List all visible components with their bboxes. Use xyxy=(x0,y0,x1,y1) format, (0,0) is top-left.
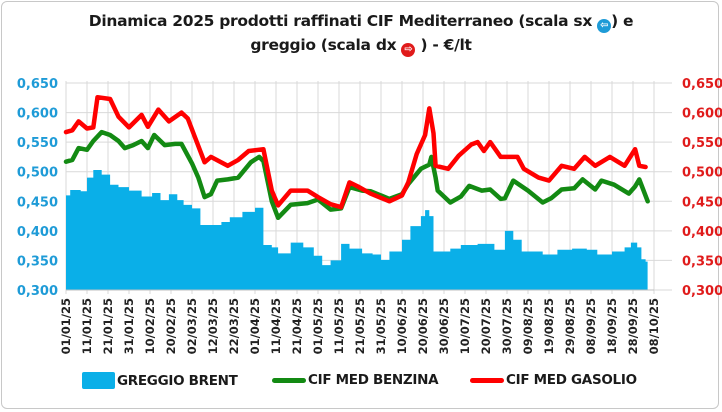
x-tick-label: 11/05/25 xyxy=(332,298,346,354)
x-tick-label: 21/04/25 xyxy=(290,298,304,354)
x-tick-label: 30/07/25 xyxy=(500,298,514,354)
title-text-1: Dinamica 2025 prodotti raffinati CIF Med… xyxy=(88,12,593,30)
x-tick-label: 11/04/25 xyxy=(269,298,283,354)
y-tick-right: 0,300 xyxy=(682,284,722,299)
x-tick-label: 22/03/25 xyxy=(227,298,241,354)
x-tick-label: 01/05/25 xyxy=(311,298,325,354)
x-tick-label: 29/08/25 xyxy=(563,298,577,354)
x-tick-label: 11/01/25 xyxy=(80,298,94,354)
x-tick-label: 12/03/25 xyxy=(206,298,220,354)
y-tick-right: 0,650 xyxy=(682,77,722,92)
x-tick-label: 28/09/25 xyxy=(626,298,640,354)
x-tick-label: 01/04/25 xyxy=(248,298,262,354)
legend-swatch-benzina xyxy=(272,377,306,383)
chart-title-line-2: greggio (scala dx ⇨ ) - €/lt xyxy=(0,36,722,57)
y-tick-left: 0,450 xyxy=(17,195,58,210)
y-tick-right: 0,450 xyxy=(682,195,722,210)
x-tick-label: 21/01/25 xyxy=(101,298,115,354)
y-tick-left: 0,550 xyxy=(17,136,58,151)
y-tick-left: 0,500 xyxy=(17,166,58,181)
x-tick-label: 08/10/25 xyxy=(647,298,661,354)
arrow-left-icon: ⇦ xyxy=(597,19,612,33)
y-tick-right: 0,550 xyxy=(682,136,722,151)
x-tick-label: 10/07/25 xyxy=(458,298,472,354)
y-tick-left: 0,650 xyxy=(17,77,58,92)
y-tick-left: 0,400 xyxy=(17,225,58,240)
x-tick-label: 20/02/25 xyxy=(164,298,178,354)
x-tick-label: 31/05/25 xyxy=(374,298,388,354)
x-tick-label: 10/06/25 xyxy=(395,298,409,354)
x-tick-label: 10/02/25 xyxy=(143,298,157,354)
y-tick-right: 0,600 xyxy=(682,107,722,122)
legend-label-gasolio: CIF MED GASOLIO xyxy=(506,372,637,388)
y-tick-right: 0,500 xyxy=(682,166,722,181)
x-tick-label: 21/05/25 xyxy=(353,298,367,354)
y-tick-left: 0,600 xyxy=(17,107,58,122)
x-tick-label: 08/09/25 xyxy=(584,298,598,354)
legend-label-brent: GREGGIO BRENT xyxy=(117,372,238,389)
y-tick-left: 0,350 xyxy=(17,254,58,269)
legend-swatch-gasolio xyxy=(470,377,504,383)
area-greggio-brent xyxy=(66,169,648,290)
legend-item-gasolio: CIF MED GASOLIO xyxy=(470,372,637,388)
x-tick-label: 01/01/25 xyxy=(59,298,73,354)
title-text-2: greggio (scala dx xyxy=(250,36,397,54)
legend-item-benzina: CIF MED BENZINA xyxy=(272,372,439,388)
legend-label-benzina: CIF MED BENZINA xyxy=(308,372,439,388)
legend-item-brent: GREGGIO BRENT xyxy=(82,372,238,389)
arrow-right-icon: ⇨ xyxy=(401,43,416,57)
title-text-2-end: ) - €/lt xyxy=(420,36,472,54)
x-tick-label: 31/01/25 xyxy=(122,298,136,354)
x-tick-label: 19/08/25 xyxy=(542,298,556,354)
chart-title-line-1: Dinamica 2025 prodotti raffinati CIF Med… xyxy=(0,12,722,33)
x-tick-label: 30/06/25 xyxy=(437,298,451,354)
legend-swatch-brent xyxy=(82,372,115,389)
x-tick-label: 18/09/25 xyxy=(605,298,619,354)
y-tick-right: 0,400 xyxy=(682,225,722,240)
x-tick-label: 20/06/25 xyxy=(416,298,430,354)
title-text-1-end: ) e xyxy=(611,12,634,30)
x-tick-label: 09/08/25 xyxy=(521,298,535,354)
line-cif-med-gasolio xyxy=(63,94,648,210)
y-tick-left: 0,300 xyxy=(17,284,58,299)
x-tick-label: 20/07/25 xyxy=(479,298,493,354)
y-tick-right: 0,350 xyxy=(682,254,722,269)
x-tick-label: 02/03/25 xyxy=(185,298,199,354)
